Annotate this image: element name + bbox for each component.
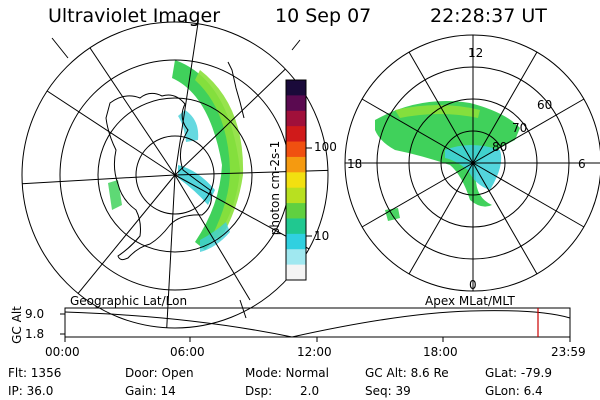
colorbar-label-10: 10 [314,229,330,243]
flight-number: Flt: 1356 [8,366,62,380]
timeline-xtick-2359: 23:59 [551,345,586,359]
colorbar [286,80,306,281]
apex-panel-label: Apex MLat/MLT [425,294,515,308]
colorbar-segment [286,156,306,173]
dsp-label: Dsp: [245,384,273,398]
mlat-label-60: 60 [537,98,553,112]
mlat-label-80: 80 [492,140,508,154]
colorbar-segment [286,80,306,96]
timeline-ylabel: GC Alt [10,306,24,344]
mlt-label-18: 18 [347,157,363,171]
colorbar-segment [286,218,306,235]
colorbar-segment [286,95,306,112]
timeline-xtick-0600: 06:00 [170,345,205,359]
timeline-xtick-1200: 12:00 [297,345,332,359]
ip-value: IP: 36.0 [8,384,54,398]
geographic-longitude: GLon: 6.4 [485,384,543,398]
colorbar-segment [286,233,306,250]
aurora-emission-left [108,60,244,252]
mlt-label-6: 6 [578,157,586,171]
colorbar-segment [286,110,306,127]
instrument-title: Ultraviolet Imager [48,5,221,27]
mlt-label-12: 12 [468,46,484,60]
colorbar-segment [286,264,306,281]
observation-date: 10 Sep 07 [275,5,372,27]
mode-value: Mode: Normal [245,366,329,380]
timeline-xtick-0000: 00:00 [45,345,80,359]
timeline-ytick-1-8: 1.8 [25,327,45,341]
apex-polar-plot [344,34,600,292]
timeline-ytick-9: 9.0 [25,307,45,321]
geographic-latitude: GLat: -79.9 [485,366,552,380]
colorbar-segment [286,203,306,219]
timeline-xtick-1800: 18:00 [423,345,458,359]
colorbar-segment [286,126,306,143]
colorbar-segment [286,172,306,189]
colorbar-segment [286,249,306,266]
colorbar-label: photon cm-2s-1 [268,141,282,236]
mlat-label-70: 70 [512,121,528,135]
geographic-polar-plot [21,21,329,329]
colorbar-segment [286,141,306,158]
observation-time: 22:28:37 UT [430,5,547,27]
gc-altitude: GC Alt: 8.6 Re [365,366,449,380]
dsp-value: 2.0 [300,384,320,398]
gain-value: Gain: 14 [125,384,176,398]
altitude-timeline [60,307,571,342]
door-status: Door: Open [125,366,194,380]
geographic-panel-label: Geographic Lat/Lon [70,294,188,308]
colorbar-frame [285,79,307,281]
colorbar-segment [286,187,306,204]
mlt-label-0: 0 [469,278,477,292]
colorbar-label-100: 100 [314,140,337,154]
sequence-number: Seq: 39 [365,384,411,398]
altitude-curve [64,310,571,338]
